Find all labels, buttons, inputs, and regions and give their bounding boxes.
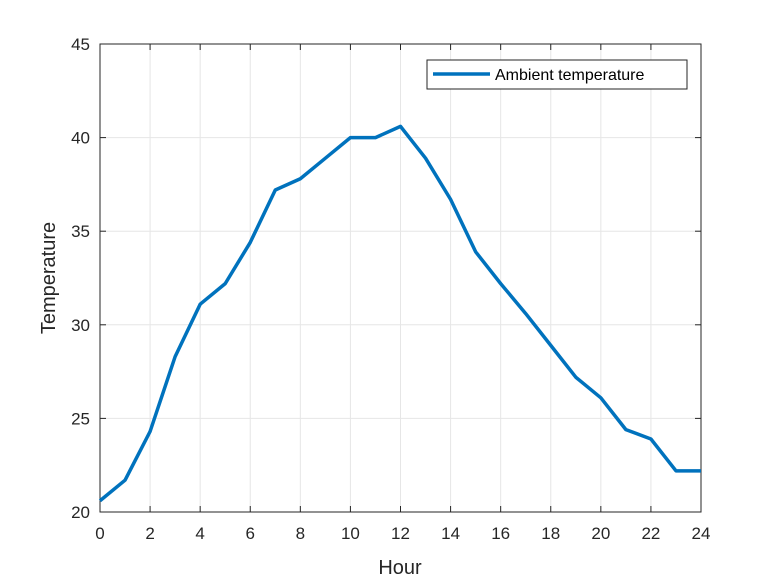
x-tick-label: 4	[195, 524, 204, 543]
grid	[99, 43, 702, 513]
x-tick-label: 22	[641, 524, 660, 543]
x-tick-label: 14	[441, 524, 460, 543]
series-layer	[98, 124, 702, 503]
x-tick-label: 2	[145, 524, 154, 543]
x-tick-label: 24	[692, 524, 711, 543]
x-tick-label: 16	[491, 524, 510, 543]
x-tick-label: 20	[591, 524, 610, 543]
y-tick-label: 45	[71, 35, 90, 54]
x-tick-label: 12	[391, 524, 410, 543]
x-tick-label: 6	[246, 524, 255, 543]
y-tick-label: 25	[71, 409, 90, 428]
y-axis-label: Temperature	[38, 222, 60, 334]
x-tick-label: 8	[296, 524, 305, 543]
y-tick-label: 35	[71, 222, 90, 241]
x-tick-label: 10	[341, 524, 360, 543]
y-tick-label: 40	[71, 129, 90, 148]
x-axis-label: Hour	[378, 557, 422, 579]
y-tick-label: 30	[71, 316, 90, 335]
x-tick-label: 0	[95, 524, 104, 543]
legend-entry-ambient-temperature: Ambient temperature	[495, 67, 645, 84]
y-tick-label: 20	[71, 503, 90, 522]
legend: Ambient temperature	[426, 59, 688, 90]
x-tick-label: 18	[541, 524, 560, 543]
